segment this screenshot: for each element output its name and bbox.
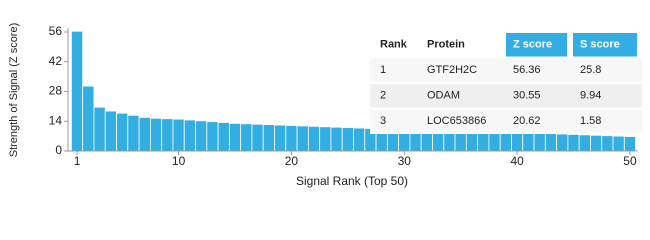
table-cell: 20.62	[513, 115, 541, 127]
bar	[71, 30, 84, 152]
bar	[262, 124, 275, 152]
table-row	[370, 109, 642, 133]
bar	[161, 118, 174, 152]
table-cell: GTF2H2C	[427, 64, 477, 76]
bar	[183, 119, 196, 152]
bar	[296, 125, 309, 152]
y-tick-label: 0	[55, 143, 62, 157]
bar	[477, 131, 490, 152]
bar	[623, 136, 636, 152]
x-tick-label: 50	[623, 154, 637, 168]
column-header: S score	[580, 39, 620, 51]
bar	[590, 134, 603, 152]
bar	[454, 130, 467, 152]
y-tick-label: 56	[49, 24, 63, 38]
bar	[578, 134, 591, 152]
bar	[307, 125, 321, 152]
y-axis-label: Strength of Signal (Z score)	[8, 23, 20, 158]
bar	[274, 124, 287, 152]
x-tick-label: 1	[74, 154, 81, 168]
header-cell	[506, 33, 567, 57]
table-cell: 25.8	[580, 64, 601, 76]
x-tick-label: 30	[398, 154, 412, 168]
table-row	[370, 58, 642, 82]
bar	[330, 126, 343, 152]
table-cell: 30.55	[513, 90, 541, 102]
bar	[612, 135, 625, 152]
bar	[149, 117, 163, 152]
bar	[499, 131, 512, 152]
bar	[138, 117, 151, 152]
table-cell: ODAM	[427, 90, 460, 102]
bar	[217, 122, 230, 152]
bar	[228, 122, 242, 152]
y-tick-label: 14	[49, 113, 63, 127]
bar	[251, 123, 264, 152]
bar	[116, 112, 129, 152]
table-cell: 56.36	[513, 64, 541, 76]
bar	[556, 133, 569, 152]
bar	[601, 135, 614, 152]
bar	[465, 131, 479, 152]
bar	[511, 131, 524, 152]
column-header: Z score	[513, 39, 552, 51]
bar	[341, 127, 354, 152]
bar	[319, 126, 332, 152]
bar	[82, 85, 95, 152]
bar	[488, 131, 501, 152]
table-cell: 1.58	[580, 115, 601, 127]
table-cell: 2	[380, 90, 386, 102]
bar	[353, 127, 366, 152]
table-row	[370, 84, 642, 108]
bar	[533, 132, 546, 152]
header-cell	[573, 33, 637, 57]
bar	[567, 134, 580, 152]
bar	[104, 110, 117, 152]
chart: Strength of Signal (Z score) Signal Rank…	[8, 23, 642, 188]
y-tick-label: 28	[49, 84, 63, 98]
bar	[240, 123, 253, 152]
bar	[206, 121, 219, 152]
bar	[285, 125, 298, 152]
bar	[544, 133, 558, 152]
bar	[443, 130, 456, 152]
bar	[172, 118, 185, 152]
table-cell: 3	[380, 115, 386, 127]
column-header: Rank	[380, 39, 408, 51]
y-tick-label: 42	[49, 54, 63, 68]
x-axis-label: Signal Rank (Top 50)	[296, 174, 408, 188]
bar	[195, 120, 208, 152]
table-cell: 1	[380, 64, 386, 76]
column-header: Protein	[427, 39, 465, 51]
bar	[93, 106, 106, 152]
x-tick-label: 40	[510, 154, 524, 168]
x-tick-label: 10	[172, 154, 186, 168]
table-cell: 9.94	[580, 90, 601, 102]
table-cell: LOC653866	[427, 115, 486, 127]
bar	[522, 132, 535, 152]
bar	[127, 114, 140, 152]
x-tick-label: 20	[285, 154, 299, 168]
